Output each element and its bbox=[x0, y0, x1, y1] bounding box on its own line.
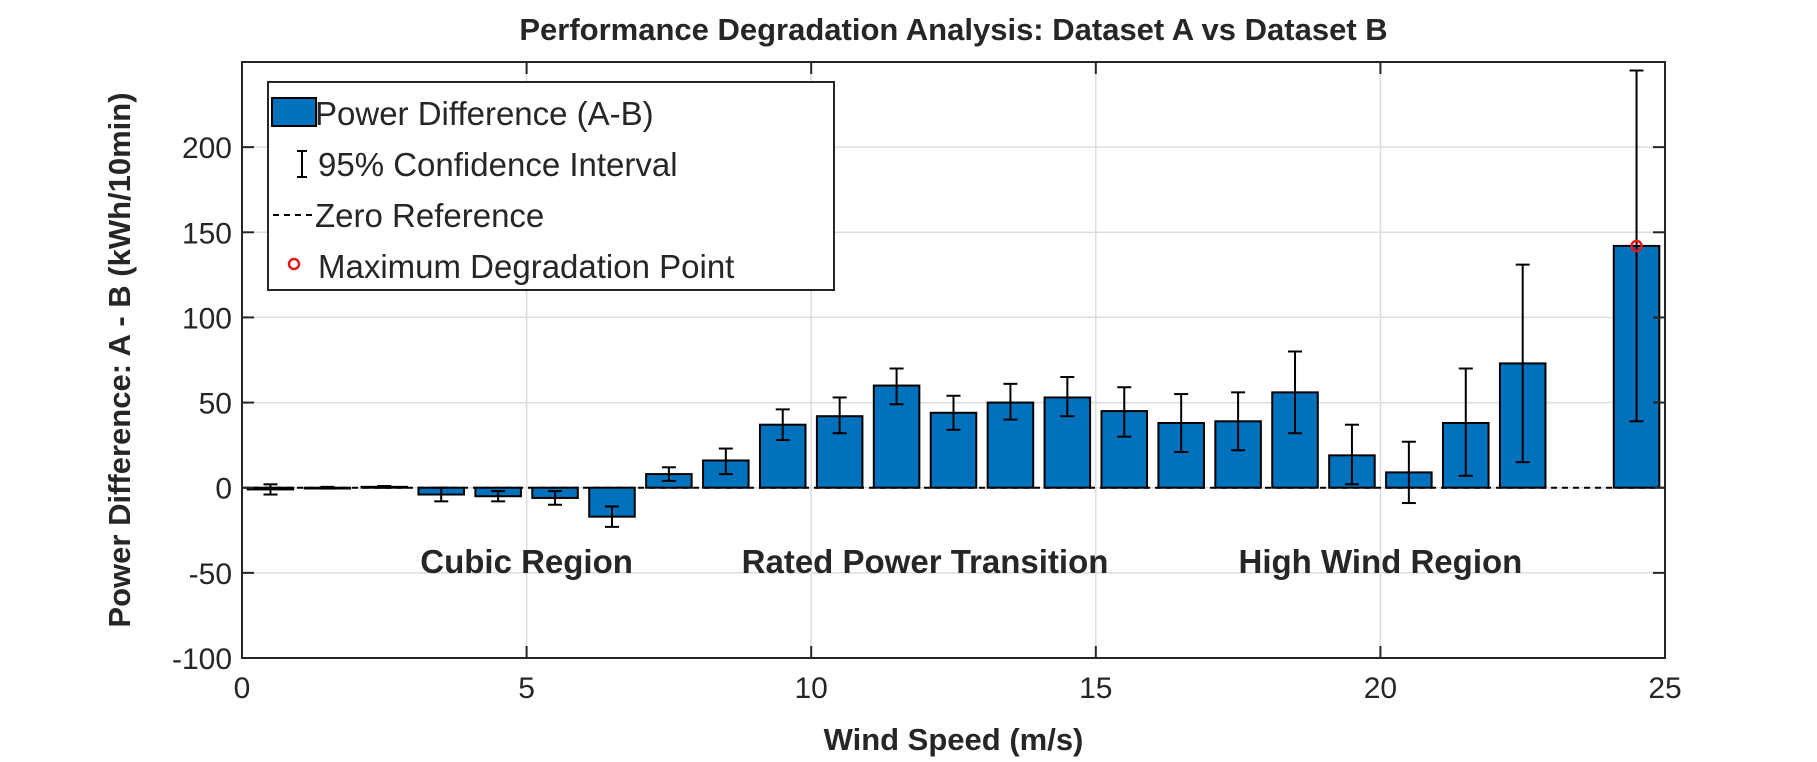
error-bar bbox=[263, 483, 278, 496]
legend-max-point-swatch bbox=[287, 257, 301, 271]
bar bbox=[1214, 420, 1262, 489]
bar bbox=[986, 401, 1035, 489]
legend: Power Difference (A-B) 95% Confidence In… bbox=[267, 81, 835, 291]
error-bar bbox=[1344, 423, 1359, 486]
y-tick-label: 50 bbox=[199, 388, 232, 421]
error-bar bbox=[548, 490, 563, 506]
legend-box bbox=[267, 81, 835, 291]
error-bar bbox=[775, 408, 790, 442]
x-tick-label: 5 bbox=[518, 672, 535, 705]
y-tick-label: 0 bbox=[215, 473, 232, 506]
axis-ticks: 0 5 10 15 20 25 -100 -50 0 50 100 150 200 bbox=[172, 62, 1682, 705]
region-label: Cubic Region bbox=[420, 543, 633, 580]
legend-zero-label: Zero Reference bbox=[315, 197, 544, 234]
error-bar bbox=[1288, 350, 1303, 435]
bar bbox=[758, 423, 807, 489]
legend-bar-swatch bbox=[271, 97, 317, 127]
max-point-marker bbox=[1630, 239, 1643, 253]
error-bar bbox=[434, 486, 449, 503]
x-tick-label: 25 bbox=[1648, 672, 1681, 705]
plot-frame bbox=[241, 61, 1666, 659]
error-bars bbox=[263, 69, 1644, 528]
error-bar bbox=[889, 367, 904, 406]
error-bar bbox=[1401, 440, 1416, 505]
error-bar bbox=[718, 447, 733, 476]
y-tick-label: -50 bbox=[189, 558, 232, 591]
y-tick-label: 100 bbox=[182, 302, 232, 335]
region-label: Rated Power Transition bbox=[742, 543, 1109, 580]
error-bar bbox=[604, 505, 619, 528]
legend-errorbar-swatch bbox=[297, 150, 307, 178]
legend-bar-label: Power Difference (A-B) bbox=[315, 95, 654, 132]
error-bar bbox=[377, 485, 392, 489]
error-bar bbox=[946, 394, 961, 431]
max-point-marker-group bbox=[1630, 239, 1643, 253]
error-bar bbox=[320, 485, 335, 490]
chart-title: Performance Degradation Analysis: Datase… bbox=[519, 12, 1387, 47]
error-bar bbox=[1231, 391, 1246, 452]
error-bar bbox=[1629, 69, 1644, 423]
y-tick-label: 200 bbox=[182, 132, 232, 165]
x-tick-label: 10 bbox=[795, 672, 828, 705]
error-bar bbox=[1003, 382, 1018, 421]
y-axis-label: Power Difference: A - B (kWh/10min) bbox=[102, 92, 137, 627]
error-bar bbox=[661, 466, 676, 482]
y-tick-label: -100 bbox=[172, 643, 232, 676]
error-bar bbox=[832, 396, 847, 435]
x-tick-label: 15 bbox=[1079, 672, 1112, 705]
legend-errorbar-label: 95% Confidence Interval bbox=[318, 146, 678, 183]
error-bar bbox=[1117, 386, 1132, 438]
legend-max-point-label: Maximum Degradation Point bbox=[318, 248, 734, 285]
error-bar bbox=[1515, 263, 1530, 464]
x-axis-label: Wind Speed (m/s) bbox=[824, 722, 1084, 757]
x-tick-label: 20 bbox=[1364, 672, 1397, 705]
error-bar bbox=[1060, 376, 1075, 418]
x-tick-label: 0 bbox=[234, 672, 251, 705]
y-tick-label: 150 bbox=[182, 217, 232, 250]
region-label: High Wind Region bbox=[1238, 543, 1522, 580]
error-bar bbox=[1174, 393, 1189, 453]
error-bar bbox=[1458, 367, 1473, 477]
error-bar bbox=[491, 490, 506, 503]
region-annotations: Cubic Region Rated Power Transition High W… bbox=[420, 543, 1522, 580]
